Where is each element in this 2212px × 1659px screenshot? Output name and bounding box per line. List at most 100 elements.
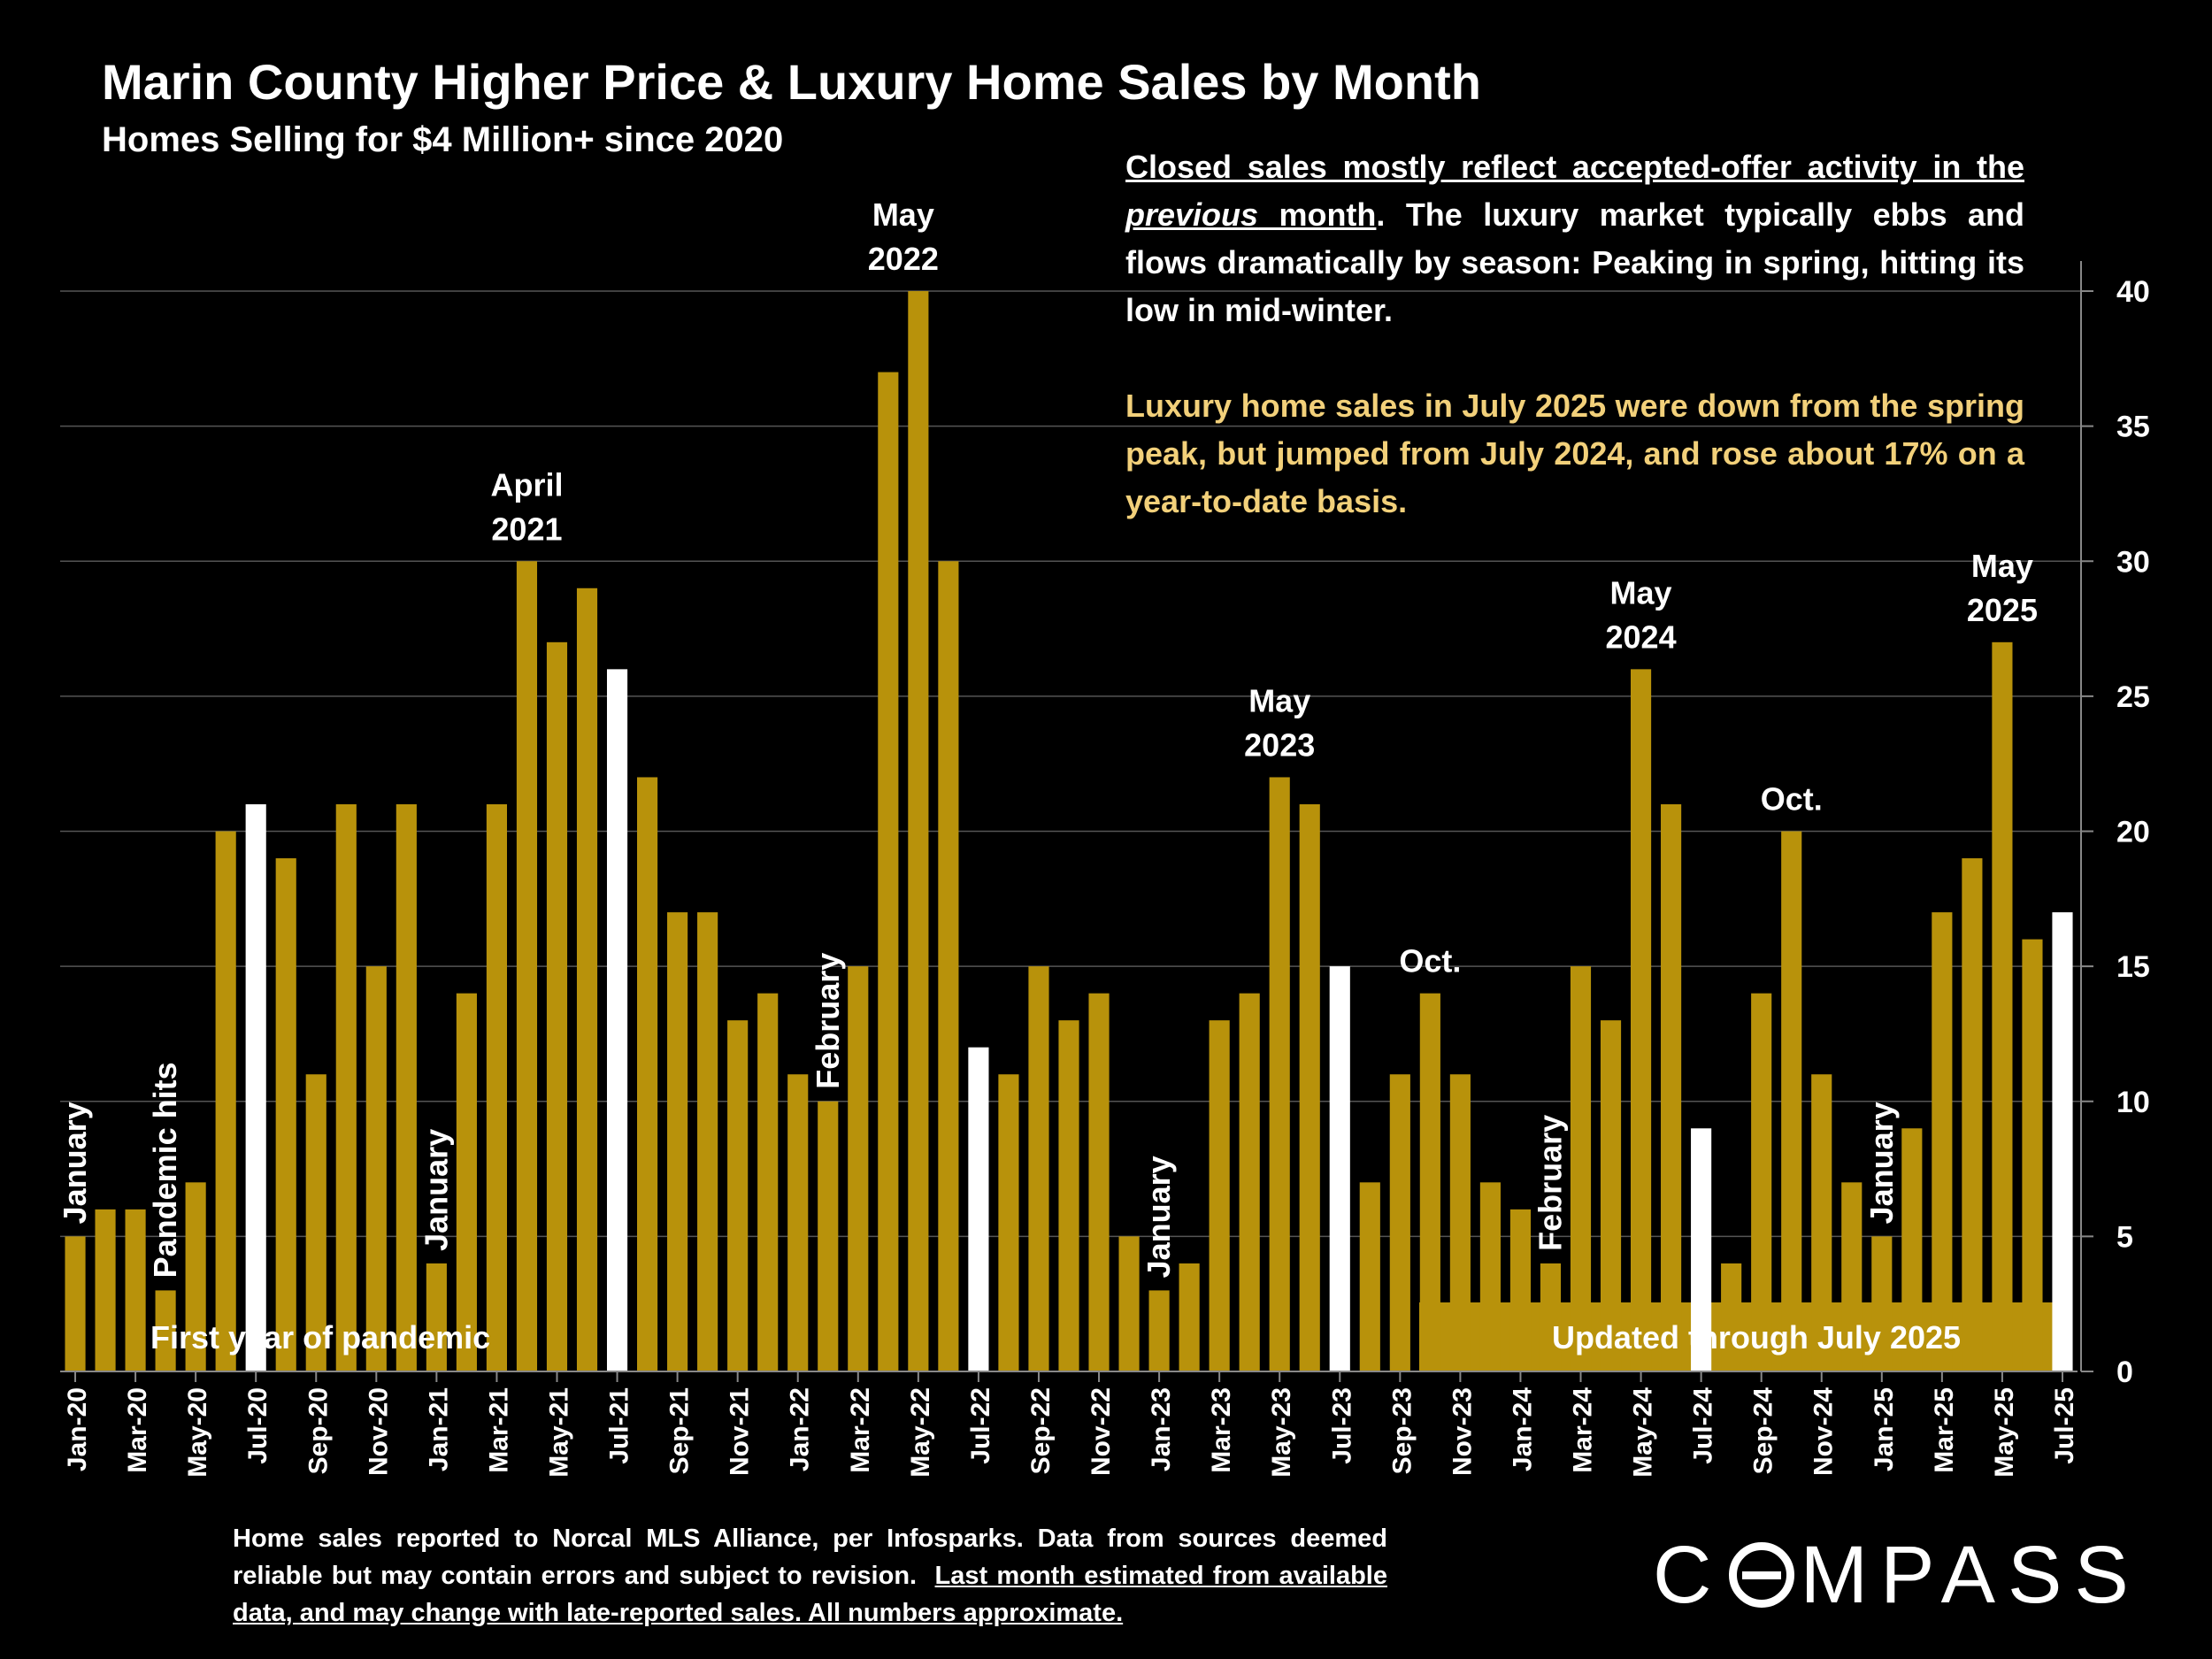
bar-Jan-24 [1509,1209,1532,1371]
commentary-paragraph-2: Luxury home sales in July 2025 were down… [1125,388,2024,519]
footnote-plain: Home sales reported to Norcal MLS Allian… [233,1525,1387,1590]
bar-Apr-25 [1962,858,1983,1371]
y-tick-label: 25 [2116,680,2150,714]
band-label-first-year: First year of pandemic [150,1319,490,1356]
bar-Jun-22 [938,561,959,1371]
bar-Sep-24 [1751,993,1772,1371]
commentary-underlined-a: Closed sales mostly reflect accepted-off… [1125,149,2024,185]
bar-Oct-20 [335,803,357,1371]
peak-annotation: 2024 [1606,618,1677,655]
source-footnote: Home sales reported to Norcal MLS Allian… [233,1520,1387,1632]
bar-Dec-24 [1841,1182,1863,1371]
vertical-annotation: February [810,953,846,1089]
commentary-italic: previous [1125,196,1259,233]
bar-Jun-21 [576,588,598,1371]
x-tick-label: Mar-21 [484,1387,513,1473]
bar-Jul-23 [1329,966,1350,1371]
x-tick-label: Sep-22 [1026,1387,1056,1474]
x-tick-label: Jul-22 [966,1387,995,1464]
bar-Jan-21 [426,1263,447,1371]
bar-Nov-20 [365,966,387,1371]
bar-Mar-25 [1932,912,1953,1371]
x-tick-label: Mar-20 [123,1387,152,1473]
peak-annotation: May [1971,548,2033,584]
x-tick-label: May-24 [1629,1387,1658,1478]
bar-Sep-23 [1389,1074,1410,1371]
x-tick-label: Jan-20 [63,1387,92,1471]
bar-Feb-22 [818,1101,839,1371]
vertical-annotation: February [1532,1115,1568,1251]
bar-Oct-24 [1781,831,1802,1371]
bar-Jul-25 [2052,912,2073,1371]
x-tick-label: Sep-21 [665,1387,695,1474]
commentary-paragraph-1: Closed sales mostly reflect accepted-off… [1125,143,2024,334]
bar-Feb-21 [456,993,477,1371]
bar-Mar-22 [848,966,869,1371]
bar-Nov-23 [1449,1074,1471,1371]
bar-Jan-23 [1148,1290,1170,1371]
bar-Mar-23 [1209,1020,1230,1371]
bar-Jul-24 [1691,1128,1712,1371]
bar-May-23 [1269,777,1290,1371]
x-tick-label: Nov-20 [364,1387,393,1476]
footnote-underlined: Last month estimated from available data… [233,1562,1387,1627]
bar-Aug-20 [275,858,296,1371]
bar-Mar-24 [1570,966,1592,1371]
bar-Jul-22 [968,1047,989,1371]
peak-annotation: 2023 [1244,726,1315,763]
peak-annotation: Oct. [1761,781,1823,818]
x-tick-label: May-20 [183,1387,212,1478]
bar-Apr-20 [155,1290,176,1371]
commentary-box: Closed sales mostly reflect accepted-off… [1125,143,2024,526]
bar-Jun-25 [2022,939,2043,1371]
bar-Jun-20 [215,831,236,1371]
compass-logo-o-icon [1729,1542,1795,1608]
x-tick-label: Jan-24 [1508,1387,1537,1471]
vertical-annotation: January [1141,1156,1177,1278]
peak-annotation: 2022 [868,241,939,277]
x-tick-label: May-25 [1990,1387,2019,1478]
bar-May-20 [185,1182,206,1371]
bar-Jun-23 [1299,803,1320,1371]
x-tick-label: Sep-20 [303,1387,333,1474]
x-tick-label: Nov-22 [1087,1387,1116,1476]
bar-Mar-21 [486,803,508,1371]
bar-Jan-25 [1871,1236,1893,1371]
x-tick-label: Jul-23 [1327,1387,1356,1464]
vertical-annotation: January [1863,1102,1900,1224]
band-label-updated: Updated through July 2025 [1552,1319,1961,1356]
bar-Nov-21 [727,1020,749,1371]
bar-Feb-24 [1540,1263,1562,1371]
commentary-underlined-b: month [1258,196,1377,233]
bar-Sep-20 [305,1074,326,1371]
commentary-rest: . The luxury market typically ebbs and f… [1125,196,2024,328]
x-tick-label: Sep-23 [1387,1387,1417,1474]
bar-Jun-24 [1661,803,1682,1371]
bar-Sep-22 [1028,966,1049,1371]
y-tick-label: 20 [2116,816,2150,849]
bar-Oct-22 [1058,1020,1079,1371]
bar-Feb-25 [1901,1128,1923,1371]
y-tick-label: 0 [2116,1356,2133,1389]
x-tick-label: Jul-20 [243,1387,273,1464]
bar-Oct-21 [697,912,718,1371]
x-tick-label: May-22 [906,1387,935,1478]
y-tick-label: 35 [2116,411,2150,444]
x-tick-label: Sep-24 [1749,1387,1778,1475]
x-tick-label: Mar-23 [1207,1387,1236,1473]
x-tick-label: Mar-25 [1930,1387,1959,1473]
x-tick-label: Jul-21 [605,1387,634,1464]
x-tick-label: Jan-25 [1870,1387,1899,1471]
peak-annotation: 2025 [1967,592,2038,628]
x-tick-label: Mar-24 [1569,1387,1598,1473]
bar-Dec-20 [396,803,417,1371]
peak-annotation: May [1248,682,1310,718]
x-tick-label: Jul-25 [2050,1387,2079,1464]
peak-annotation: April [490,466,563,503]
bar-May-21 [546,641,568,1371]
bar-Jan-20 [65,1236,86,1371]
bar-Jul-20 [245,803,266,1371]
bar-Nov-22 [1088,993,1110,1371]
bar-Dec-23 [1479,1182,1501,1371]
bar-Apr-24 [1600,1020,1622,1371]
